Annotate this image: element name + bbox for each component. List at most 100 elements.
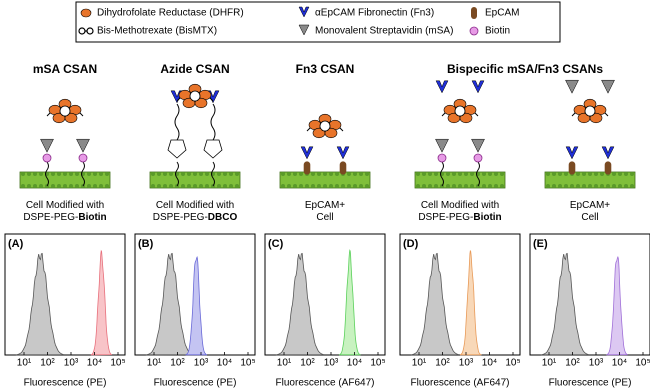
lipid-head: [151, 172, 155, 176]
lipid-head: [624, 172, 628, 176]
biotin-icon: [473, 153, 483, 163]
lipid-tail: [175, 161, 179, 187]
lipid-head: [293, 184, 297, 188]
tick-label: 10³: [324, 358, 339, 369]
lipid-head: [51, 172, 55, 176]
caption-bold: Biotin: [473, 212, 501, 223]
fn3-icon: [565, 146, 579, 160]
lipid-head: [470, 172, 474, 176]
caption-text: Cell Modified with: [421, 200, 499, 211]
caption: DSPE-PEG-Biotin: [23, 212, 106, 223]
lipid-head: [341, 184, 345, 188]
biotin-icon: [42, 153, 52, 163]
tick-label: 10⁵: [505, 358, 520, 369]
lipid-head: [217, 184, 221, 188]
triazole: [167, 139, 187, 159]
legend-box: [75, 1, 561, 43]
caption: Cell Modified with: [156, 200, 234, 211]
lipid-head: [229, 184, 233, 188]
epcam-icon: [568, 161, 576, 175]
caption-text: EpCAM+: [570, 200, 610, 211]
lipid-head: [552, 184, 556, 188]
caption-text: Cell: [316, 212, 333, 223]
lipid-head: [235, 184, 239, 188]
ring: [584, 105, 596, 117]
epcam-icon: [471, 7, 477, 19]
control-histogram: [410, 252, 460, 356]
tick-label: 10¹: [147, 358, 162, 369]
lipid-head: [39, 184, 43, 188]
lipid-head: [57, 184, 61, 188]
caption: EpCAM+: [305, 200, 345, 211]
panel-label: (D): [403, 238, 419, 250]
lipid-head: [293, 172, 297, 176]
lipid-head: [21, 184, 25, 188]
sample-histogram: [339, 249, 361, 356]
lipid-head: [193, 184, 197, 188]
ring: [319, 120, 331, 132]
tick-label: 10²: [565, 358, 580, 369]
tick-label: 10³: [459, 358, 474, 369]
sample-histogram: [606, 255, 628, 356]
lipid-head: [87, 172, 91, 176]
lipid-head: [323, 172, 327, 176]
lipid-head: [422, 172, 426, 176]
lipid-head: [359, 184, 363, 188]
lipid-head: [552, 172, 556, 176]
caption: EpCAM+: [570, 200, 610, 211]
lipid-head: [335, 184, 339, 188]
lipid-head: [187, 184, 191, 188]
lipid-head: [169, 184, 173, 188]
lipid-head: [452, 172, 456, 176]
caption: Cell: [316, 212, 333, 223]
tick-label: 10⁵: [110, 358, 125, 369]
fn3-icon: [601, 146, 615, 160]
biotin-icon: [437, 153, 447, 163]
lipid-head: [287, 184, 291, 188]
lipid-head: [63, 172, 67, 176]
bismtx-icon: [78, 27, 94, 35]
control-histogram: [540, 252, 590, 356]
lipid-head: [365, 172, 369, 176]
fn3-icon: [435, 80, 449, 94]
lipid-head: [494, 184, 498, 188]
panel-label: (C): [268, 238, 284, 250]
lipid-head: [151, 184, 155, 188]
msa-icon: [298, 24, 310, 36]
dhfr-icon: [459, 112, 473, 124]
lipid-head: [323, 184, 327, 188]
lipid-tail: [45, 161, 49, 187]
legend-label: EpCAM: [485, 8, 519, 19]
caption: Cell: [581, 212, 598, 223]
lipid-head: [416, 184, 420, 188]
lipid-head: [564, 172, 568, 176]
tick-label: 10³: [194, 358, 209, 369]
lipid-tail: [440, 161, 444, 187]
lipid-head: [69, 172, 73, 176]
lipid-head: [558, 184, 562, 188]
lipid-head: [99, 172, 103, 176]
lipid-head: [223, 172, 227, 176]
lipid-head: [482, 172, 486, 176]
tick-label: 10⁵: [635, 358, 650, 369]
lipid-head: [163, 184, 167, 188]
tick-label: 10²: [40, 358, 55, 369]
lipid-head: [470, 184, 474, 188]
dhfr-icon: [80, 8, 92, 18]
lipid-head: [446, 184, 450, 188]
caption-text: DSPE-PEG-: [23, 212, 78, 223]
lipid-head: [464, 184, 468, 188]
lipid-head: [416, 172, 420, 176]
panel-label: (B): [138, 238, 154, 250]
tick-label: 10¹: [542, 358, 557, 369]
caption-text: Cell Modified with: [156, 200, 234, 211]
lipid-head: [317, 172, 321, 176]
lipid-head: [223, 184, 227, 188]
caption-text: DSPE-PEG-: [418, 212, 473, 223]
tick-label: 10²: [300, 358, 315, 369]
caption-bold: Biotin: [78, 212, 106, 223]
dhfr-icon: [194, 97, 208, 109]
plot-frame: [529, 233, 650, 356]
lipid-head: [576, 184, 580, 188]
